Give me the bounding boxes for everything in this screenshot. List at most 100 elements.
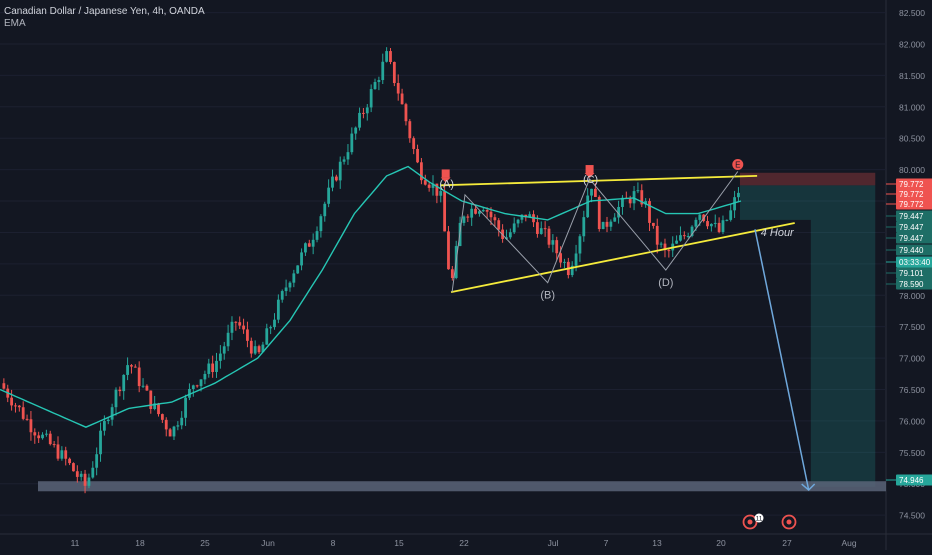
time-axis: 11 18 25 Jun 8 15 22 Jul 7 13 20 27 Aug bbox=[71, 538, 857, 548]
candle-body bbox=[253, 346, 257, 354]
projection-arrow[interactable] bbox=[754, 229, 810, 491]
candle-body bbox=[284, 287, 288, 292]
stop-zone[interactable] bbox=[739, 172, 876, 186]
price-tag[interactable] bbox=[896, 210, 932, 222]
price-tag[interactable] bbox=[896, 474, 932, 486]
signal-marker-icon[interactable] bbox=[732, 159, 744, 171]
price-tag-label: 03:33:40 bbox=[899, 258, 931, 267]
candle-body bbox=[663, 243, 667, 251]
price-tick-label: 82.000 bbox=[899, 39, 925, 49]
candle-body bbox=[319, 216, 323, 232]
candle-body bbox=[555, 240, 559, 254]
candle-body bbox=[547, 228, 551, 245]
candlesticks bbox=[2, 47, 740, 494]
signal-marker-icon[interactable] bbox=[585, 165, 594, 174]
triangle-lower-line[interactable] bbox=[450, 222, 795, 294]
zigzag-line[interactable] bbox=[451, 171, 739, 293]
candle-body bbox=[373, 82, 377, 90]
candle-body bbox=[694, 219, 698, 227]
candle-body bbox=[729, 210, 733, 220]
candle-body bbox=[605, 221, 609, 227]
candle-body bbox=[29, 419, 33, 433]
candle-body bbox=[520, 214, 524, 220]
signal-arrow-icon bbox=[584, 173, 595, 179]
candle-body bbox=[218, 353, 222, 361]
candle-body bbox=[597, 196, 601, 230]
candle-body bbox=[249, 340, 253, 354]
price-tag-label: 74.946 bbox=[899, 476, 924, 485]
candle-body bbox=[342, 159, 346, 162]
price-tag[interactable] bbox=[896, 256, 932, 268]
candle-body bbox=[559, 253, 562, 263]
price-tag[interactable] bbox=[896, 267, 932, 279]
candle-body bbox=[497, 220, 501, 230]
candle-body bbox=[466, 216, 470, 218]
candle-body bbox=[188, 388, 191, 398]
price-tag-label: 79.101 bbox=[899, 269, 924, 278]
earnings-marker-icon[interactable] bbox=[742, 514, 758, 530]
marker-core-icon bbox=[786, 519, 792, 525]
candle-body bbox=[392, 61, 396, 84]
candle-body bbox=[508, 232, 512, 238]
candle-body bbox=[199, 379, 203, 387]
target-band-zone[interactable] bbox=[38, 481, 886, 492]
candle-body bbox=[307, 243, 311, 247]
candle-body bbox=[33, 432, 37, 436]
candle-body bbox=[261, 344, 265, 353]
candle-body bbox=[52, 444, 56, 446]
symbol-title[interactable]: Canadian Dollar / Japanese Yen, 4h, OAND… bbox=[4, 6, 205, 17]
price-tag[interactable] bbox=[896, 178, 932, 190]
profit-zone[interactable] bbox=[739, 185, 876, 487]
candle-body bbox=[211, 363, 215, 372]
price-tag-label: 79.447 bbox=[899, 234, 924, 243]
candle-body bbox=[485, 210, 489, 212]
price-tag[interactable] bbox=[896, 244, 932, 256]
time-tick-label: 25 bbox=[200, 538, 210, 548]
candle-body bbox=[443, 191, 447, 232]
candle-body bbox=[230, 321, 234, 333]
candle-body bbox=[269, 327, 273, 329]
candle-body bbox=[493, 217, 497, 221]
triangle-upper-line[interactable] bbox=[440, 175, 758, 187]
candle-body bbox=[447, 231, 450, 270]
candle-body bbox=[698, 214, 702, 220]
price-tag[interactable] bbox=[896, 221, 932, 233]
price-tag[interactable] bbox=[896, 198, 932, 210]
candle-body bbox=[408, 121, 412, 139]
candle-body bbox=[323, 203, 327, 217]
candle-body bbox=[160, 414, 164, 420]
time-tick-label: 22 bbox=[459, 538, 469, 548]
candle-body bbox=[563, 261, 566, 263]
candle-body bbox=[126, 365, 129, 375]
candle-body bbox=[535, 222, 539, 234]
time-tick-label: 18 bbox=[135, 538, 145, 548]
price-tag[interactable] bbox=[896, 278, 932, 290]
price-tag[interactable] bbox=[896, 188, 932, 200]
indicator-label[interactable]: EMA bbox=[4, 18, 26, 29]
candle-body bbox=[721, 220, 725, 232]
candle-body bbox=[423, 180, 427, 185]
candle-body bbox=[106, 419, 110, 422]
time-tick-label: 7 bbox=[604, 538, 609, 548]
ema-curve[interactable] bbox=[0, 165, 742, 428]
earnings-marker-icon[interactable] bbox=[781, 514, 797, 530]
time-tick-label: 8 bbox=[331, 538, 336, 548]
price-tick-label: 78.000 bbox=[899, 291, 925, 301]
price-tick-label: 75.500 bbox=[899, 448, 925, 458]
position-zones bbox=[739, 172, 876, 487]
candle-body bbox=[172, 426, 176, 437]
candle-body bbox=[675, 240, 678, 244]
candle-body bbox=[632, 191, 636, 204]
price-tick-label: 74.500 bbox=[899, 511, 925, 521]
grid bbox=[0, 12, 886, 516]
time-tick-label: Aug bbox=[841, 538, 856, 548]
candle-body bbox=[79, 473, 83, 477]
candle-body bbox=[706, 221, 709, 227]
price-tag[interactable] bbox=[896, 232, 932, 244]
candle-body bbox=[346, 152, 350, 160]
signal-marker-icon[interactable] bbox=[441, 169, 450, 178]
candle-body bbox=[168, 429, 172, 437]
candle-body bbox=[725, 219, 729, 221]
